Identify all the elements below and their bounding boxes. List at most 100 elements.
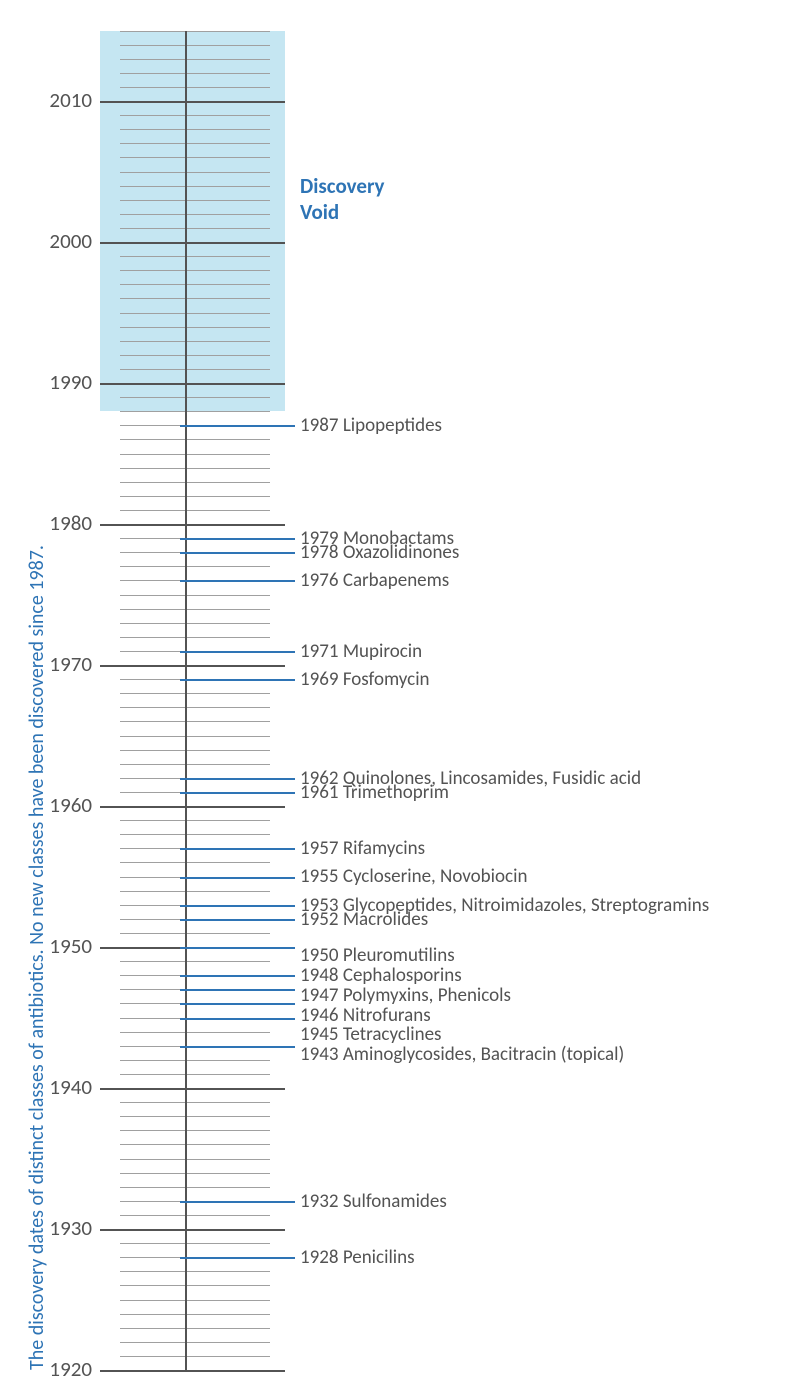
year-tick <box>120 1271 270 1272</box>
year-tick <box>120 143 270 144</box>
discovery-label: 1957 Rifamycins <box>300 837 425 860</box>
decade-label: 1990 <box>0 369 92 395</box>
year-tick <box>120 313 270 314</box>
discovery-tick <box>180 1018 295 1020</box>
decade-label: 2010 <box>0 87 92 113</box>
discovery-void-label: Discovery Void <box>300 173 385 225</box>
year-tick <box>120 834 270 835</box>
year-tick <box>120 750 270 751</box>
year-tick <box>120 1215 270 1216</box>
discovery-label: 1932 Sulfonamides <box>300 1190 447 1213</box>
discovery-label: 1943 Aminoglycosides, Bacitracin (topica… <box>300 1043 624 1066</box>
discovery-label: 1952 Macrolides <box>300 908 428 931</box>
year-tick <box>120 693 270 694</box>
discovery-tick <box>180 848 295 850</box>
year-tick <box>120 1032 270 1033</box>
year-tick <box>120 228 270 229</box>
discovery-tick <box>180 989 295 991</box>
year-tick <box>120 820 270 821</box>
year-tick <box>120 637 270 638</box>
year-tick <box>120 45 270 46</box>
year-tick <box>120 439 270 440</box>
year-tick <box>120 284 270 285</box>
discovery-label: 1961 Trimethoprim <box>300 781 449 804</box>
discovery-tick <box>180 1257 295 1259</box>
year-tick <box>120 707 270 708</box>
year-tick <box>120 341 270 342</box>
year-tick <box>120 1102 270 1103</box>
discovery-tick <box>180 792 295 794</box>
year-tick <box>120 891 270 892</box>
year-tick <box>120 721 270 722</box>
year-tick <box>120 566 270 567</box>
year-tick <box>120 609 270 610</box>
year-tick <box>120 468 270 469</box>
year-tick <box>120 256 270 257</box>
year-tick <box>120 862 270 863</box>
year-tick <box>120 397 270 398</box>
year-tick <box>120 1187 270 1188</box>
year-tick <box>120 1074 270 1075</box>
year-tick <box>120 327 270 328</box>
decade-tick <box>100 524 285 526</box>
discovery-tick <box>180 877 295 879</box>
year-tick <box>120 595 270 596</box>
decade-tick <box>100 101 285 103</box>
year-tick <box>120 1314 270 1315</box>
year-tick <box>120 87 270 88</box>
year-tick <box>120 129 270 130</box>
discovery-tick <box>180 947 295 949</box>
year-tick <box>120 482 270 483</box>
year-tick <box>120 411 270 412</box>
decade-label: 2000 <box>0 228 92 254</box>
year-tick <box>120 764 270 765</box>
year-tick <box>120 623 270 624</box>
year-tick <box>120 736 270 737</box>
year-tick <box>120 1356 270 1357</box>
discovery-tick <box>180 778 295 780</box>
decade-tick <box>100 665 285 667</box>
discovery-label: 1976 Carbapenems <box>300 569 449 592</box>
year-tick <box>120 510 270 511</box>
year-tick <box>120 369 270 370</box>
discovery-tick <box>180 919 295 921</box>
decade-tick <box>100 242 285 244</box>
year-tick <box>120 454 270 455</box>
discovery-label: 1987 Lipopeptides <box>300 414 442 437</box>
year-tick <box>120 298 270 299</box>
discovery-tick <box>180 1201 295 1203</box>
year-tick <box>120 1243 270 1244</box>
year-tick <box>120 115 270 116</box>
discovery-tick <box>180 651 295 653</box>
year-tick <box>120 172 270 173</box>
discovery-tick <box>180 1003 295 1005</box>
year-tick <box>120 1342 270 1343</box>
year-tick <box>120 31 270 32</box>
year-tick <box>120 73 270 74</box>
discovery-label: 1955 Cycloserine, Novobiocin <box>300 865 527 888</box>
year-tick <box>120 214 270 215</box>
year-tick <box>120 1285 270 1286</box>
year-tick <box>120 186 270 187</box>
year-tick <box>120 1300 270 1301</box>
decade-tick <box>100 383 285 385</box>
year-tick <box>120 200 270 201</box>
discovery-label: 1971 Mupirocin <box>300 640 422 663</box>
year-tick <box>120 1144 270 1145</box>
discovery-tick <box>180 1046 295 1048</box>
year-tick <box>120 961 270 962</box>
year-tick <box>120 933 270 934</box>
year-tick <box>120 1130 270 1131</box>
decade-label: 1980 <box>0 510 92 536</box>
year-tick <box>120 157 270 158</box>
year-tick <box>120 1173 270 1174</box>
discovery-tick <box>180 679 295 681</box>
discovery-tick <box>180 552 295 554</box>
year-tick <box>120 1328 270 1329</box>
discovery-tick <box>180 580 295 582</box>
decade-tick <box>100 1370 285 1372</box>
chart-title: The discovery dates of distinct classes … <box>25 545 49 1370</box>
discovery-tick <box>180 905 295 907</box>
discovery-tick <box>180 538 295 540</box>
discovery-label: 1978 Oxazolidinones <box>300 541 459 564</box>
